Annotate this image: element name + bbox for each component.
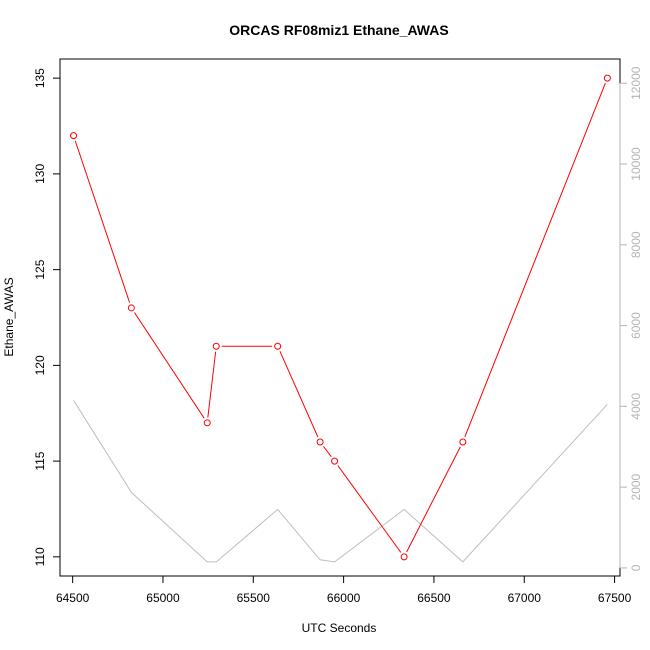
y2-tick-label: 0 <box>629 564 643 571</box>
data-point <box>459 438 467 446</box>
point-gap <box>329 455 341 467</box>
point-gap <box>457 436 469 448</box>
x-tick-label: 67000 <box>508 591 542 605</box>
data-point <box>400 553 408 561</box>
series-layer <box>68 72 613 563</box>
data-point <box>212 342 220 350</box>
x-tick-label: 65500 <box>237 591 271 605</box>
y-axis-label: Ethane_AWAS <box>2 277 16 356</box>
chart-title: ORCAS RF08miz1 Ethane_AWAS <box>229 22 448 38</box>
point-gap <box>314 436 326 448</box>
x-tick-label: 67500 <box>598 591 632 605</box>
y-tick-label: 130 <box>33 164 47 184</box>
x-tick-label: 65000 <box>146 591 180 605</box>
y2-tick-label: 4000 <box>629 393 643 420</box>
y-tick-label: 115 <box>33 451 47 470</box>
x-axis: 64500 65000 65500 66000 66500 67000 67500 <box>56 575 632 605</box>
y2-tick-label: 8000 <box>629 231 643 258</box>
y-tick-label: 125 <box>33 259 47 279</box>
y2-tick-label: 6000 <box>629 312 643 339</box>
data-point <box>316 438 324 446</box>
y-axis-left: 110 115 120 125 130 135 <box>33 68 61 566</box>
point-gap <box>210 340 222 352</box>
data-point <box>603 74 611 82</box>
primary-series-line <box>73 77 608 558</box>
data-point <box>331 457 339 465</box>
y-tick-label: 120 <box>33 355 47 375</box>
y-tick-label: 135 <box>33 68 47 88</box>
data-point <box>127 304 135 312</box>
point-gap <box>125 302 137 314</box>
y2-tick-label: 10000 <box>629 147 643 181</box>
y2-tick-label: 12000 <box>629 66 643 100</box>
point-gap <box>398 551 410 563</box>
point-gap <box>601 72 613 84</box>
y-axis-right: 0 2000 4000 6000 8000 10000 12000 <box>619 66 643 571</box>
secondary-series-line <box>73 400 608 563</box>
data-point <box>274 342 282 350</box>
plot-frame <box>59 58 621 577</box>
x-axis-label: UTC Seconds <box>302 621 377 635</box>
point-gap <box>272 340 284 352</box>
point-gap <box>201 417 213 429</box>
x-tick-label: 64500 <box>56 591 90 605</box>
x-tick-label: 66000 <box>327 591 361 605</box>
point-gap <box>68 130 80 142</box>
data-point <box>70 132 78 140</box>
y-tick-label: 110 <box>33 547 47 566</box>
data-point <box>203 419 211 427</box>
x-tick-label: 66500 <box>417 591 451 605</box>
y2-tick-label: 2000 <box>629 473 643 500</box>
